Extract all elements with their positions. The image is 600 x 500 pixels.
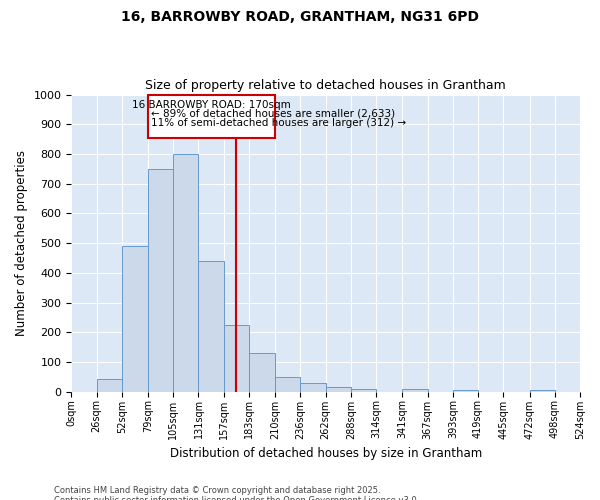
Bar (224, 325, 249, 392)
Text: Contains public sector information licensed under the Open Government Licence v3: Contains public sector information licen… (54, 496, 419, 500)
Bar (148, 169, 173, 392)
Bar (122, 246, 148, 392)
X-axis label: Distribution of detached houses by size in Grantham: Distribution of detached houses by size … (170, 447, 482, 460)
Bar (275, 377, 301, 392)
Bar (403, 390, 428, 392)
FancyBboxPatch shape (148, 94, 275, 138)
Bar (199, 261, 224, 392)
Bar (453, 390, 478, 392)
Bar (326, 387, 351, 392)
Bar (351, 389, 376, 392)
Bar (249, 353, 275, 392)
Text: ← 89% of detached houses are smaller (2,633): ← 89% of detached houses are smaller (2,… (151, 109, 395, 119)
Text: 16 BARROWBY ROAD: 170sqm: 16 BARROWBY ROAD: 170sqm (132, 100, 291, 110)
Bar (530, 390, 555, 392)
Bar (173, 154, 199, 392)
Bar (97, 379, 122, 392)
Text: Contains HM Land Registry data © Crown copyright and database right 2025.: Contains HM Land Registry data © Crown c… (54, 486, 380, 495)
Text: 16, BARROWBY ROAD, GRANTHAM, NG31 6PD: 16, BARROWBY ROAD, GRANTHAM, NG31 6PD (121, 10, 479, 24)
Y-axis label: Number of detached properties: Number of detached properties (15, 150, 28, 336)
Title: Size of property relative to detached houses in Grantham: Size of property relative to detached ho… (145, 79, 506, 92)
Text: 11% of semi-detached houses are larger (312) →: 11% of semi-detached houses are larger (… (151, 118, 406, 128)
Bar (301, 384, 326, 392)
